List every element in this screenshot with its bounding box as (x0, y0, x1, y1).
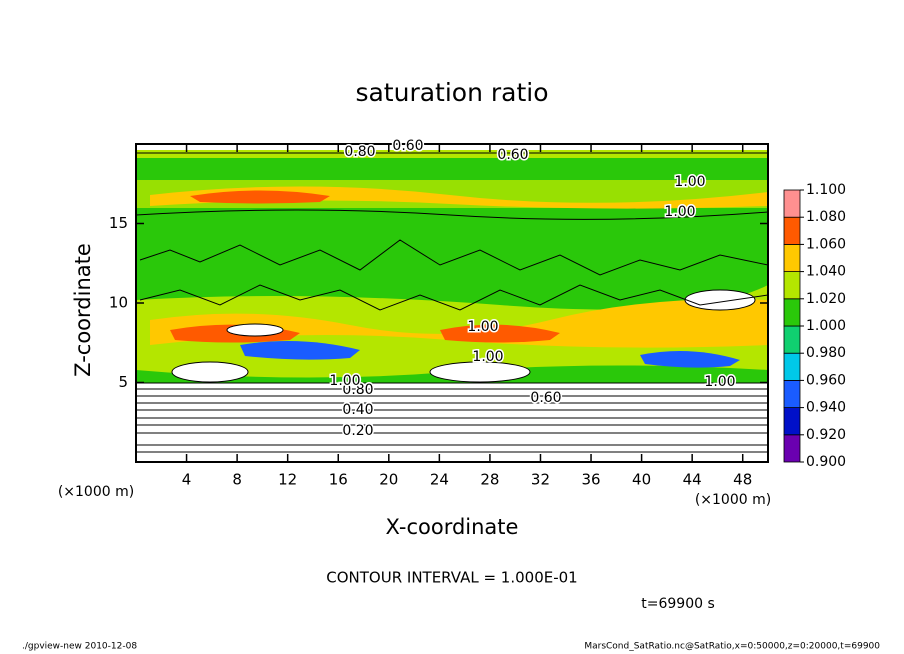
colorbar-label: 1.000 (806, 318, 846, 334)
x-tick-label: 40 (632, 471, 651, 489)
colorbar-segment (783, 271, 801, 300)
x-tick-label: 24 (430, 471, 449, 489)
contour-label: 0.40 (342, 402, 373, 418)
cloud (684, 289, 756, 311)
colorbar-segment (783, 325, 801, 354)
colorbar-segment (783, 434, 801, 463)
x-tick-label: 4 (182, 471, 192, 489)
field (136, 144, 768, 462)
x-tick-label: 20 (379, 471, 398, 489)
contour-interval: CONTOUR INTERVAL = 1.000E-01 (326, 569, 577, 587)
colorbar-segment (783, 243, 801, 272)
x-tick-label: 48 (733, 471, 752, 489)
colorbar-label: 1.020 (806, 291, 846, 307)
colorbar-segment (783, 352, 801, 381)
colorbar-label: 1.100 (806, 182, 846, 198)
y-tick-label: 15 (109, 214, 128, 232)
contour-label: 1.00 (664, 204, 695, 220)
y-tick-label: 10 (109, 294, 128, 312)
field-band (136, 150, 768, 158)
colorbar-label: 0.920 (806, 427, 846, 443)
contour-label: 1.00 (329, 373, 360, 389)
contour-label: 0.80 (344, 144, 375, 160)
contour-label: 1.00 (674, 174, 705, 190)
field-band (640, 351, 740, 368)
colorbar-label: 0.980 (806, 345, 846, 361)
contour-label: 0.60 (497, 147, 528, 163)
colorbar-label: 0.900 (806, 454, 846, 470)
colorbar-label: 0.960 (806, 372, 846, 388)
x-axis-label: X-coordinate (386, 515, 519, 539)
colorbar-segment (783, 379, 801, 408)
x-tick-label: 16 (329, 471, 348, 489)
colorbar-label: 1.060 (806, 236, 846, 252)
contour-label: 0.60 (530, 390, 561, 406)
contour-label: 1.00 (472, 349, 503, 365)
y-unit: (×1000 m) (58, 484, 134, 500)
contour-label: 1.00 (704, 374, 735, 390)
cloud (226, 323, 284, 337)
colorbar-segment (783, 298, 801, 327)
colorbar-segment (783, 189, 801, 218)
field-band (150, 299, 768, 348)
contour-label: 0.20 (342, 423, 373, 439)
colorbar-label: 1.040 (806, 264, 846, 280)
contour-label: 0.60 (392, 138, 423, 154)
y-tick-label: 5 (118, 373, 128, 391)
colorbar-segment (783, 407, 801, 436)
field-band (190, 190, 330, 204)
chart-title: saturation ratio (355, 78, 548, 107)
contour-label: 1.00 (467, 319, 498, 335)
contour-label: 0.80 (342, 382, 373, 398)
footer-right: MarsCond_SatRatio.nc@SatRatio,x=0:50000,… (584, 642, 880, 652)
cloud (429, 361, 531, 383)
colorbar-label: 1.080 (806, 209, 846, 225)
y-axis-label: Z-coordinate (71, 243, 95, 377)
colorbar-segment (783, 216, 801, 245)
field-band (440, 324, 560, 343)
colorbar-label: 0.940 (806, 400, 846, 416)
x-unit: (×1000 m) (695, 492, 771, 508)
x-tick-label: 44 (683, 471, 702, 489)
x-tick-label: 12 (278, 471, 297, 489)
x-tick-label: 8 (232, 471, 242, 489)
cloud (171, 361, 249, 383)
x-tick-label: 28 (480, 471, 499, 489)
field-lower (136, 383, 768, 462)
contours (136, 152, 768, 453)
x-tick-label: 32 (531, 471, 550, 489)
field-band (150, 186, 768, 209)
footer-left: ./gpview-new 2010-12-08 (22, 642, 137, 652)
field-band (240, 341, 360, 360)
time-label: t=69900 s (641, 596, 715, 612)
x-tick-label: 36 (581, 471, 600, 489)
